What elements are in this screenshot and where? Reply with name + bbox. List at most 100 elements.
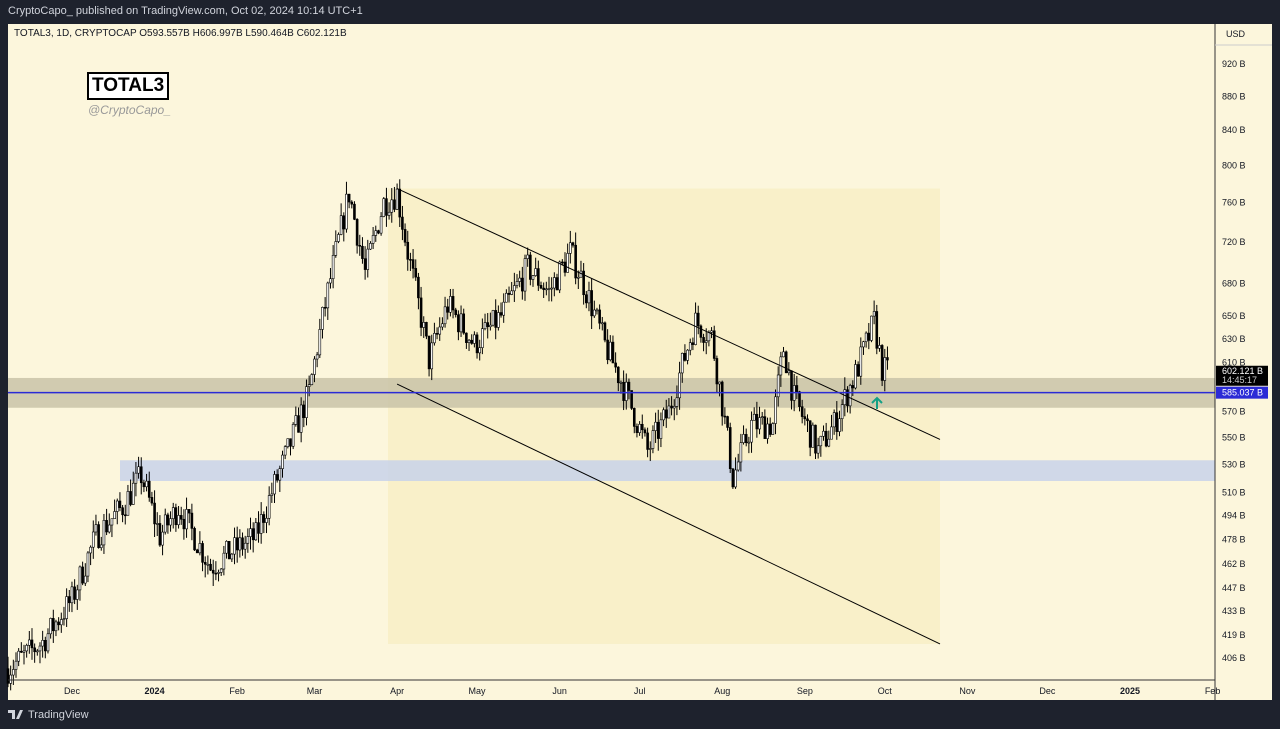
- time-tick-label: Feb: [1205, 686, 1221, 696]
- candle-body: [145, 480, 148, 488]
- candle-body: [683, 352, 687, 361]
- candle-body: [510, 290, 513, 295]
- price-tick-label: 570 B: [1222, 407, 1246, 417]
- candle-body: [491, 310, 495, 326]
- candle-body: [315, 354, 319, 360]
- candle-body: [686, 349, 689, 361]
- level-price-label: 585.037 B: [1222, 388, 1263, 398]
- candle-body: [838, 418, 841, 432]
- candle-body: [30, 639, 34, 649]
- candle-body: [870, 315, 873, 341]
- candle-body: [235, 537, 239, 551]
- candle-body: [664, 409, 668, 419]
- candle-body: [614, 362, 617, 368]
- candle-body: [9, 674, 12, 684]
- candle-body: [257, 522, 260, 534]
- candle-body: [518, 277, 521, 282]
- candle-body: [158, 523, 162, 546]
- candle-body: [862, 341, 865, 348]
- candle-body: [704, 340, 708, 343]
- candle-body: [230, 553, 234, 560]
- candle-body: [481, 328, 484, 348]
- candle-body: [585, 294, 588, 304]
- candle-body: [494, 310, 497, 328]
- candle-body: [766, 423, 769, 439]
- candle-body: [193, 528, 196, 551]
- candle-body: [443, 306, 447, 325]
- candle-body: [366, 248, 370, 270]
- candle-body: [587, 290, 591, 304]
- candle-body: [475, 334, 479, 354]
- candle-body: [744, 434, 748, 444]
- candle-body: [638, 423, 641, 433]
- candle-body: [395, 188, 399, 210]
- candle-body: [563, 261, 567, 273]
- candle-body: [214, 572, 218, 575]
- candle-body: [606, 339, 609, 361]
- candle-body: [179, 515, 183, 520]
- candle-body: [329, 278, 332, 284]
- candle-body: [726, 416, 729, 428]
- candle-body: [427, 335, 431, 370]
- candle-body: [550, 287, 553, 290]
- candle-body: [662, 409, 665, 421]
- candle-body: [289, 438, 292, 447]
- candle-body: [406, 241, 410, 260]
- candle-body: [137, 466, 140, 474]
- time-tick-label: Oct: [878, 686, 893, 696]
- candle-body: [486, 322, 490, 328]
- candle-body: [190, 512, 194, 529]
- candle-body: [403, 229, 407, 243]
- candle-body: [646, 432, 649, 450]
- candle-body: [150, 497, 154, 504]
- candle-body: [97, 524, 100, 548]
- candle-body: [313, 358, 316, 375]
- candle-body: [702, 337, 705, 343]
- candle-body: [758, 417, 761, 430]
- candle-body: [219, 568, 223, 573]
- candle-body: [784, 351, 788, 374]
- candle-body: [680, 352, 684, 374]
- candle-body: [659, 419, 663, 439]
- candle-body: [209, 563, 212, 571]
- price-tick-label: 462 B: [1222, 559, 1246, 569]
- candle-body: [561, 261, 564, 264]
- candle-body: [281, 454, 284, 469]
- candle-body: [174, 507, 178, 526]
- candle-body: [177, 515, 180, 526]
- candle-body: [632, 408, 636, 427]
- candle-body: [451, 296, 455, 311]
- candle-body: [321, 307, 324, 330]
- candle-body: [350, 201, 354, 205]
- candle-body: [99, 544, 103, 548]
- candle-body: [185, 509, 188, 530]
- candle-body: [470, 339, 474, 344]
- price-tick-label: 760 B: [1222, 198, 1246, 208]
- tradingview-footer: TradingView: [8, 709, 89, 721]
- candle-body: [712, 330, 716, 359]
- candle-body: [739, 442, 743, 463]
- candle-body: [393, 199, 396, 210]
- candle-body: [832, 412, 836, 428]
- candle-body: [771, 423, 775, 435]
- level-price-badge: [1216, 386, 1268, 399]
- candle-body: [465, 332, 468, 343]
- candle-body: [872, 311, 876, 317]
- candle-body: [323, 307, 327, 309]
- candle-body: [728, 427, 732, 470]
- channel-lower-line: [396, 383, 941, 645]
- candle-body: [883, 357, 887, 381]
- candle-body: [526, 254, 529, 259]
- candle-body: [720, 381, 724, 417]
- candle-body: [734, 469, 737, 488]
- candle-body: [307, 384, 311, 387]
- candle-body: [382, 198, 386, 217]
- candle-body: [566, 253, 569, 273]
- candle-body: [297, 415, 300, 433]
- price-tick-label: 406 B: [1222, 653, 1246, 663]
- time-tick-label: Mar: [307, 686, 323, 696]
- candle-body: [814, 424, 817, 454]
- candle-body: [811, 424, 815, 448]
- time-tick-label: 2024: [145, 686, 165, 696]
